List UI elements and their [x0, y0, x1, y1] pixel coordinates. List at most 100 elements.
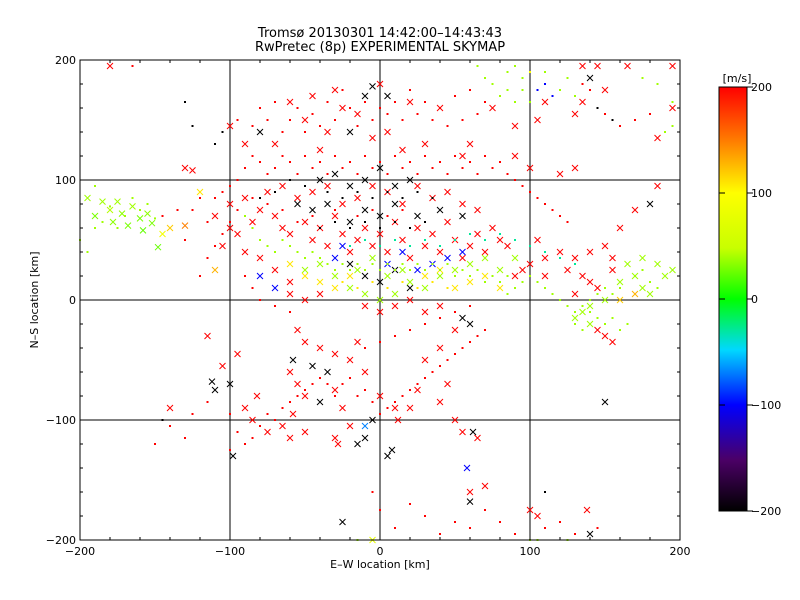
data-point-dot: [259, 299, 261, 301]
data-point-dot: [431, 197, 434, 199]
data-point-x: [301, 116, 309, 124]
data-point-dot: [221, 191, 224, 193]
data-point-dot: [416, 287, 419, 289]
data-point-dot: [574, 533, 576, 535]
data-point-x: [466, 488, 474, 496]
data-point-dot: [386, 263, 389, 265]
data-point-dot: [334, 155, 336, 157]
data-point-x: [286, 434, 294, 442]
data-point-dot: [574, 95, 576, 97]
data-point-dot: [469, 341, 471, 343]
data-point-dot: [566, 221, 569, 223]
data-point-x: [324, 182, 331, 190]
data-point-dot: [499, 161, 501, 163]
data-point-x: [474, 230, 481, 238]
data-point-x: [346, 128, 354, 136]
data-point-x: [609, 338, 616, 346]
data-point-dot: [506, 275, 509, 277]
data-point-dot: [649, 113, 651, 115]
data-point-dot: [251, 197, 254, 199]
data-point-dot: [236, 179, 239, 181]
data-point-x: [208, 378, 216, 385]
data-point-dot: [656, 287, 659, 289]
data-point-x: [346, 218, 354, 226]
data-point-dot: [589, 311, 591, 313]
data-point-x: [579, 62, 586, 70]
data-point-x: [264, 428, 271, 436]
data-point-dot: [476, 65, 479, 67]
data-point-x: [594, 284, 601, 292]
data-point-dot: [371, 401, 374, 403]
data-point-x: [286, 290, 294, 298]
data-point-x: [669, 62, 676, 70]
data-point-x: [253, 392, 261, 400]
data-point-dot: [431, 119, 434, 121]
data-point-x: [571, 164, 579, 172]
data-point-dot: [671, 101, 674, 103]
data-point-dot: [476, 113, 479, 115]
data-point-dot: [484, 281, 486, 283]
data-point-dot: [229, 185, 231, 187]
data-point-x: [421, 284, 429, 292]
data-point-x: [289, 356, 297, 364]
data-point-dot: [184, 101, 186, 103]
data-point-x: [148, 219, 156, 227]
data-point-dot: [244, 167, 246, 169]
data-point-dot: [154, 217, 156, 220]
data-point-x: [271, 284, 279, 292]
data-point-x: [279, 224, 286, 232]
x-tick-label: 100: [520, 545, 541, 558]
data-point-dot: [401, 209, 404, 211]
data-point-x: [219, 242, 226, 250]
data-point-dot: [116, 227, 119, 229]
data-point-x: [369, 416, 376, 424]
data-point-dot: [349, 227, 351, 229]
data-point-x: [339, 404, 346, 412]
x-axis-ticks: −200 −100 0 100 200: [65, 60, 691, 558]
data-point-dot: [244, 215, 246, 217]
data-point-dot: [386, 407, 389, 409]
data-point-x: [376, 278, 384, 286]
data-point-x: [144, 210, 151, 217]
data-point-x: [534, 116, 541, 124]
data-point-x: [624, 62, 631, 70]
data-point-x: [609, 266, 616, 274]
data-point-x: [616, 278, 624, 286]
data-point-x: [271, 140, 279, 148]
data-point-x: [354, 194, 361, 202]
data-point-x: [339, 104, 346, 112]
data-point-dot: [364, 269, 366, 271]
data-point-dot: [289, 245, 291, 247]
data-point-x: [414, 212, 421, 220]
data-point-x: [571, 290, 579, 298]
data-point-x: [361, 176, 369, 184]
data-point-x: [406, 404, 414, 412]
data-point-dot: [251, 437, 254, 439]
data-point-x: [406, 278, 414, 286]
data-point-dot: [439, 269, 441, 271]
data-point-dot: [371, 167, 374, 169]
data-point-x: [354, 338, 361, 346]
data-point-x: [459, 212, 466, 220]
data-point-dot: [289, 161, 291, 163]
data-point-dot: [409, 503, 411, 505]
data-point-x: [444, 188, 451, 196]
data-point-dot: [364, 389, 366, 391]
data-point-x: [324, 368, 331, 376]
data-point-dot: [446, 125, 449, 127]
data-point-x: [316, 278, 324, 286]
data-point-dot: [446, 287, 449, 289]
data-point-x: [661, 272, 669, 280]
y-tick-label: 100: [55, 174, 76, 187]
data-point-dot: [304, 257, 306, 259]
data-point-dot: [634, 119, 636, 121]
data-point-x: [511, 272, 519, 280]
data-point-dot: [401, 395, 404, 397]
data-point-x: [436, 248, 444, 256]
data-point-x: [631, 206, 639, 214]
data-point-dot: [266, 203, 269, 205]
data-point-x: [384, 248, 391, 256]
data-point-x: [249, 218, 256, 226]
data-point-dot: [379, 245, 381, 247]
data-point-dot: [454, 155, 456, 157]
